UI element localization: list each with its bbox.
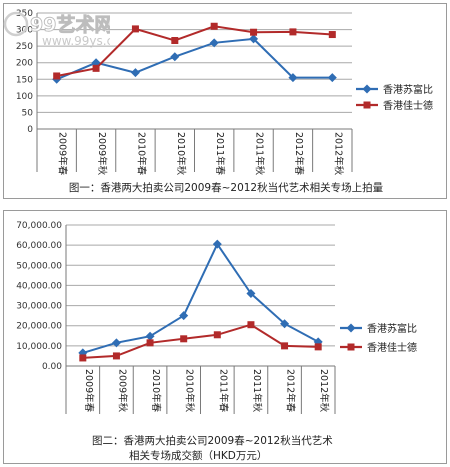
legend-label: 香港苏富比 (367, 322, 417, 335)
data-point (79, 354, 87, 362)
watermark-url: www.99ys.com (42, 34, 110, 48)
data-point (130, 68, 140, 78)
series-line-1 (82, 242, 319, 354)
data-point (131, 25, 139, 33)
legend-marker (346, 323, 356, 333)
series-line-1 (56, 37, 333, 81)
x-tick-label: 2010年春 (150, 369, 162, 413)
data-point (250, 28, 258, 36)
data-point (280, 319, 290, 329)
data-point (247, 321, 255, 329)
data-point (112, 352, 120, 360)
data-point (146, 339, 154, 347)
line-chart-2: 0.00 10,000.00 20,000.00 30,000.00 40,000.00… (16, 221, 417, 414)
legend-marker (362, 84, 372, 94)
data-point (171, 37, 179, 45)
data-point (180, 335, 188, 343)
legend-marker (347, 343, 355, 351)
chart-2-title-line-1: 图二：香港两大拍卖公司2009春~2012秋当代艺术 (92, 435, 333, 447)
data-point (246, 288, 256, 298)
data-point (249, 34, 259, 44)
watermark-logo: 99艺术网 www.99ys.com (3, 11, 110, 48)
legend-marker (363, 101, 371, 109)
x-tick-label: 2011年春 (217, 369, 229, 413)
y-tick-label: 30,000.00 (16, 302, 62, 312)
x-tick-label: 2009年春 (57, 132, 69, 176)
x-tick-label: 2011年秋 (254, 132, 266, 176)
data-point (170, 52, 180, 62)
data-point (281, 342, 289, 350)
x-tick-label: 2009年秋 (116, 369, 128, 413)
data-point (78, 348, 88, 358)
x-tick-label: 2010年秋 (175, 132, 187, 176)
y-tick-label: 60,000.00 (16, 241, 62, 251)
x-tick-label: 2010年秋 (184, 369, 196, 413)
y-tick-label: 100 (16, 92, 33, 102)
data-point (314, 343, 322, 351)
y-tick-label: 150 (16, 75, 33, 85)
y-tick-label: 70,000.00 (16, 221, 62, 231)
data-point (145, 331, 155, 341)
x-tick-label: 2012年春 (285, 369, 297, 413)
watermark-text: 99艺术网 (30, 14, 110, 36)
y-tick-label: 20,000.00 (16, 322, 62, 332)
data-point (179, 311, 189, 321)
legend-label: 香港佳士德 (367, 341, 417, 354)
y-tick-label: 50 (22, 108, 34, 118)
y-tick-label: 0 (27, 125, 33, 135)
y-tick-label: 10,000.00 (16, 342, 62, 352)
legend-label: 香港苏富比 (383, 83, 433, 96)
x-tick-label: 2009年秋 (96, 132, 108, 176)
x-tick-label: 2011年春 (214, 132, 226, 176)
chart-panel-2: 0.00 10,000.00 20,000.00 30,000.00 40,000.00… (3, 210, 447, 464)
chart-2-title-line-2: 相关专场成交额（HKD万元） (129, 450, 268, 462)
data-point (289, 28, 297, 36)
y-tick-label: 50,000.00 (16, 261, 62, 271)
series-line-2 (82, 323, 319, 359)
data-point (213, 331, 221, 339)
data-point (92, 64, 100, 72)
y-tick-label: 200 (16, 59, 33, 69)
y-tick-label: 40,000.00 (16, 281, 62, 291)
y-tick-label: 350 (16, 9, 33, 19)
data-point (209, 38, 219, 48)
data-point (53, 72, 61, 80)
data-point (212, 239, 222, 249)
data-point (210, 22, 218, 30)
chart-1-title: 图一：香港两大拍卖公司2009春~2012秋当代艺术相关专场上拍量 (68, 182, 384, 194)
x-tick-label: 2012年秋 (332, 132, 344, 176)
watermark-circle-icon (3, 11, 29, 37)
x-tick-label: 2011年秋 (251, 369, 263, 413)
data-point (288, 73, 298, 83)
chart-panel-1: 0 50 100 150 200 250 300 350 2009年春 2009年秋 2010年春 2… (3, 3, 447, 199)
x-tick-label: 2009年春 (83, 369, 95, 413)
y-tick-label: 250 (16, 42, 33, 52)
data-point (327, 73, 337, 83)
data-point (328, 31, 336, 39)
series-line-2 (56, 25, 333, 77)
x-tick-label: 2012年秋 (318, 369, 330, 413)
x-tick-label: 2012年春 (293, 132, 305, 176)
data-point (111, 338, 121, 348)
x-tick-label: 2010年春 (135, 132, 147, 176)
legend-label: 香港佳士德 (383, 99, 433, 112)
y-tick-label: 0.00 (42, 362, 62, 372)
